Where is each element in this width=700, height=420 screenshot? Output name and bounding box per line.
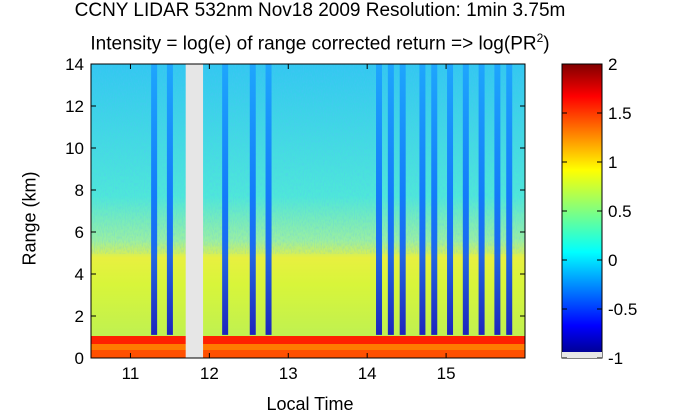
boundary-layer-base: [91, 350, 525, 358]
colorbar-tick-label: 2: [608, 55, 617, 74]
colorbar: [561, 63, 603, 359]
colorbar-tick-label: 1.5: [608, 104, 632, 123]
cloud-column: [265, 64, 272, 335]
cloud-column: [249, 64, 256, 335]
x-tick-label: 14: [358, 364, 377, 383]
y-axis: 0 2 4 6 8 10 12 14: [65, 55, 525, 368]
colorbar-tick-label: 0: [608, 251, 617, 270]
cloud-column: [494, 64, 501, 335]
cloud-column: [222, 64, 229, 335]
boundary-layer-top: [91, 336, 525, 344]
x-axis: 11 12 13 14 15: [122, 64, 456, 383]
colorbar-blank-tip: [562, 352, 602, 358]
cloud-column: [419, 64, 426, 335]
y-tick-label: 2: [75, 307, 84, 326]
cloud-column: [447, 64, 454, 335]
cloud-column: [506, 64, 513, 335]
x-tick-label: 12: [200, 364, 219, 383]
colorbar-axis: -1 -0.5 0 0.5 1 1.5 2: [562, 55, 637, 368]
cloud-column: [387, 64, 394, 335]
chart-subtitle: Intensity = log(e) of range corrected re…: [0, 27, 640, 55]
subtitle-main: Intensity = log(e) of range corrected re…: [90, 33, 537, 55]
y-axis-label: Range (km): [19, 171, 40, 266]
data-gap: [185, 64, 204, 358]
y-tick-label: 4: [75, 265, 84, 284]
cloud-columns: [151, 64, 513, 335]
y-tick-label: 6: [75, 223, 84, 242]
colorbar-tick-label: 0.5: [608, 202, 632, 221]
y-tick-label: 12: [65, 97, 84, 116]
cloud-column: [462, 64, 469, 335]
colorbar-tick-label: -1: [608, 349, 623, 368]
cloud-column: [478, 64, 485, 335]
heatmap-area: [91, 64, 525, 358]
cloud-column: [151, 64, 158, 335]
colorbar-tick-label: -0.5: [608, 300, 637, 319]
plot-frame: [90, 63, 526, 359]
x-axis-label: Local Time: [266, 394, 354, 414]
subtitle-suffix: ): [543, 33, 550, 55]
chart-title: CCNY LIDAR 532nm Nov18 2009 Resolution: …: [74, 0, 566, 21]
y-tick-label: 8: [75, 181, 84, 200]
cloud-column: [431, 64, 438, 335]
y-tick-label: 10: [65, 139, 84, 158]
subtitle-superscript: 2: [536, 31, 544, 45]
x-tick-label: 15: [437, 364, 456, 383]
x-tick-label: 11: [122, 364, 140, 383]
x-tick-label: 13: [279, 364, 298, 383]
cloud-column: [399, 64, 406, 335]
colorbar-tick-label: 1: [608, 153, 617, 172]
cloud-column: [166, 64, 173, 335]
y-tick-label: 0: [75, 349, 84, 368]
y-tick-label: 14: [65, 55, 84, 74]
cloud-column: [376, 64, 383, 335]
